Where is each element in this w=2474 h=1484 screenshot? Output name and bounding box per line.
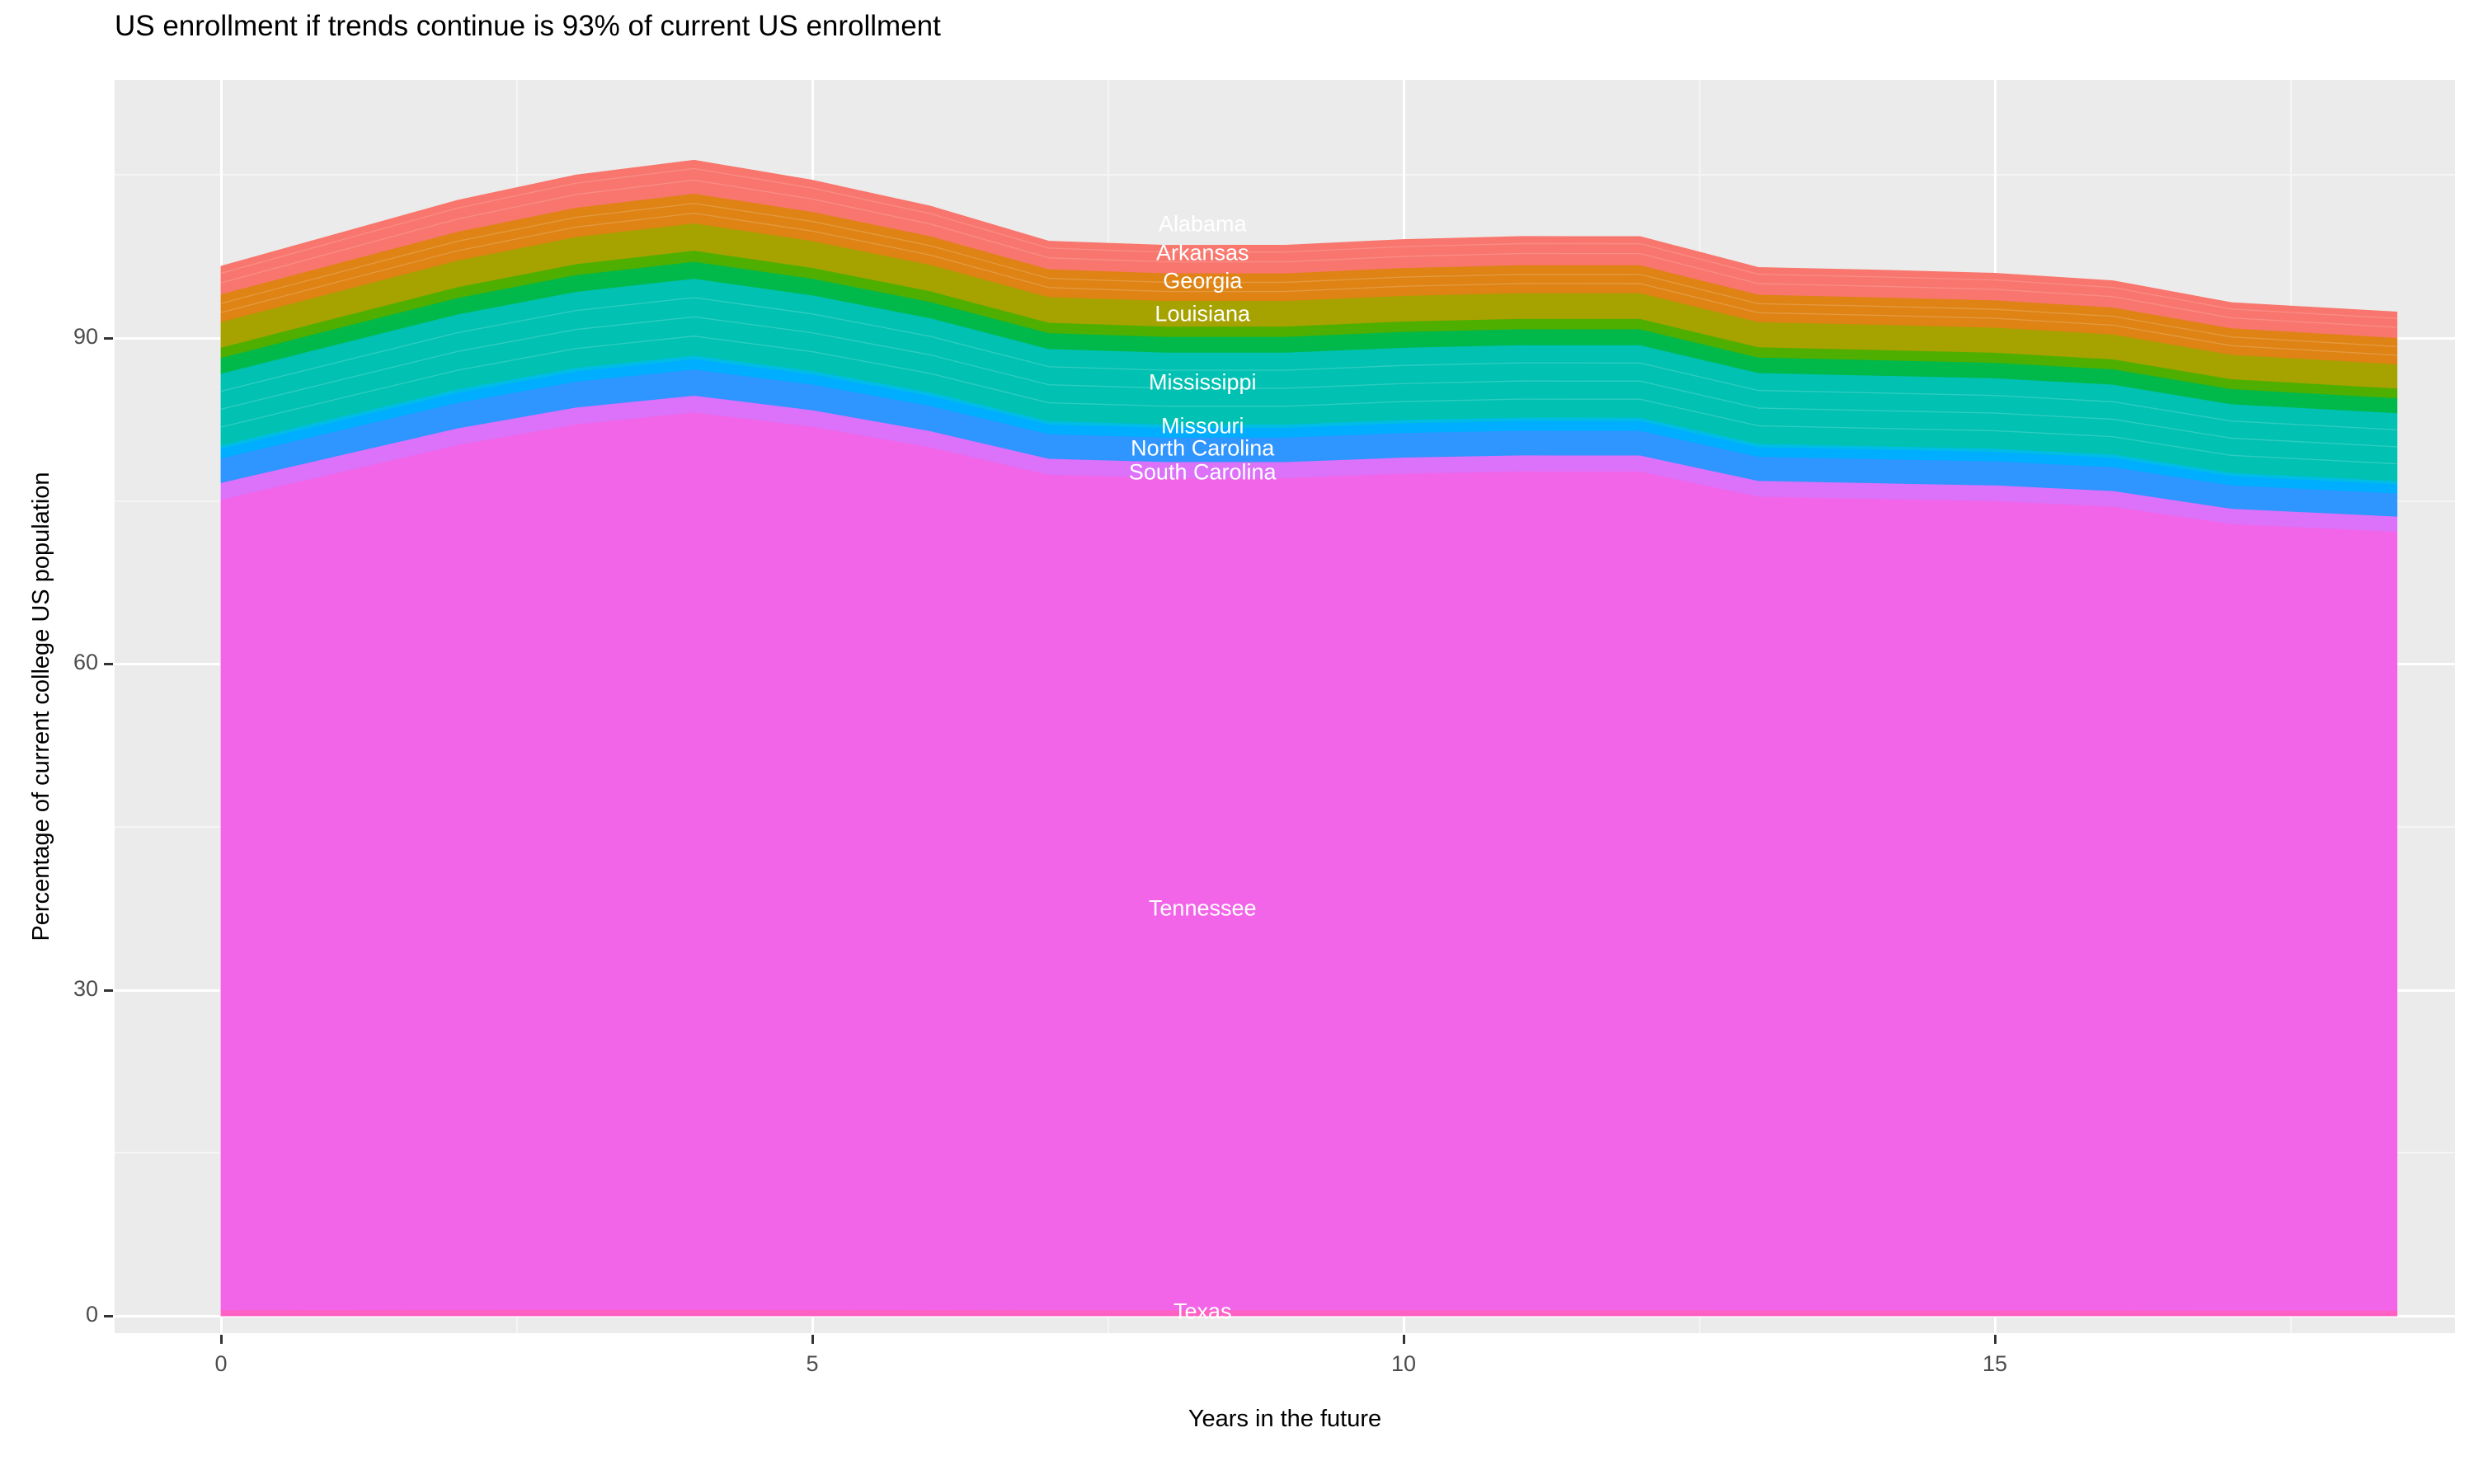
x-tick-mark — [220, 1335, 223, 1344]
y-tick-mark — [104, 663, 113, 666]
plot-panel: Texas Tennessee South Carolina North Caroli… — [115, 80, 2455, 1333]
x-tick-label: 5 — [806, 1351, 819, 1376]
y-tick-label: 60 — [73, 650, 98, 675]
x-tick-label: 0 — [214, 1351, 228, 1376]
stacked-area-plot — [220, 159, 2398, 1317]
band-subdivision-line — [220, 335, 2397, 465]
band-subdivision-line — [220, 202, 2397, 348]
band-subdivision-line — [220, 179, 2397, 328]
x-tick-mark — [1994, 1335, 1997, 1344]
x-tick-mark — [1403, 1335, 1405, 1344]
y-axis-label: Percentage of current college US populat… — [28, 472, 54, 942]
gridline — [115, 174, 2455, 176]
x-tick-mark — [811, 1335, 814, 1344]
band-subdivision-line — [220, 316, 2397, 448]
y-tick-mark — [104, 989, 113, 992]
band-subdivision-line — [220, 212, 2397, 356]
y-tick-label: 90 — [73, 324, 98, 349]
area-band-tennessee — [220, 411, 2398, 1311]
x-tick-label: 15 — [1982, 1351, 2008, 1376]
x-tick-label: 10 — [1390, 1351, 1417, 1376]
band-subdivision-line — [220, 297, 2397, 430]
y-tick-label: 0 — [85, 1302, 98, 1327]
x-axis-label: Years in the future — [1188, 1406, 1382, 1432]
y-tick-mark — [104, 1315, 113, 1317]
chart-title: US enrollment if trends continue is 93% … — [115, 10, 941, 42]
band-subdivision-line — [220, 167, 2397, 319]
y-tick-mark — [104, 337, 113, 340]
area-band-alabama — [220, 159, 2398, 339]
y-tick-label: 30 — [73, 975, 98, 1001]
